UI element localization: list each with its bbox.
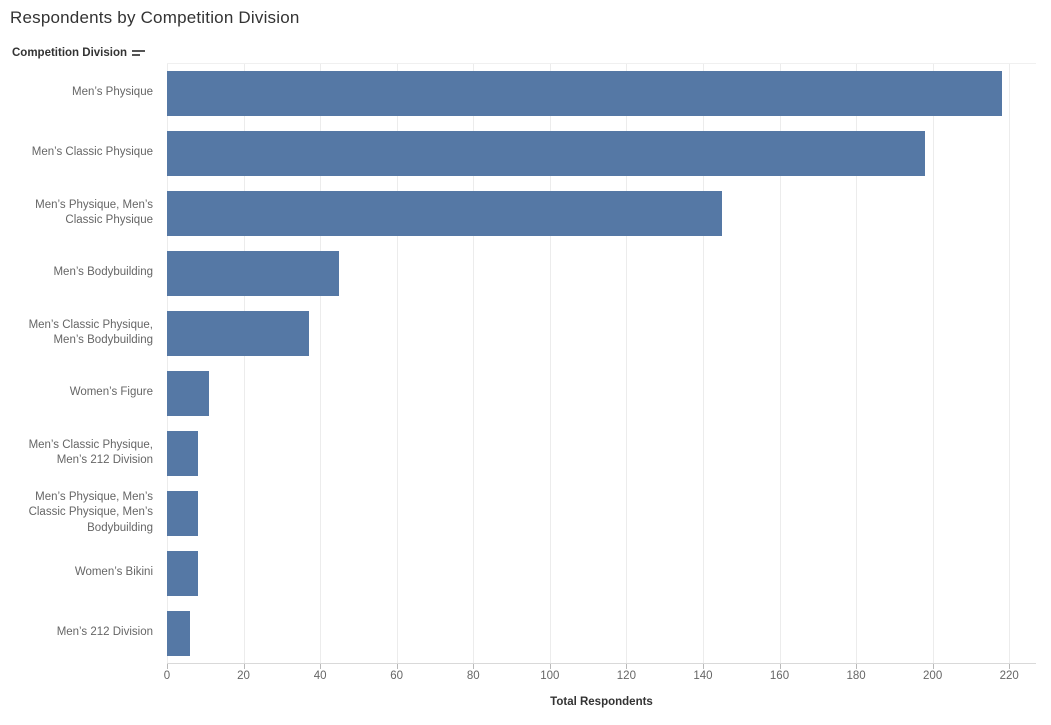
bar[interactable] <box>167 611 190 656</box>
category-label: Men’s Physique <box>72 86 153 99</box>
tick-label-220: 220 <box>999 670 1019 682</box>
bar[interactable] <box>167 131 925 176</box>
field-header-label: Competition Division <box>12 47 127 59</box>
category-label: Men’s Physique, Men’s Classic Physique <box>35 198 153 227</box>
gridline-180 <box>856 64 858 663</box>
tick-mark-0 <box>167 664 168 669</box>
plot-area <box>167 63 1036 663</box>
tick-label-20: 20 <box>237 670 250 682</box>
category-label: Men’s Physique, Men’s Classic Physique, … <box>28 490 153 534</box>
gridline-20 <box>243 64 245 663</box>
tick-mark-20 <box>243 664 245 669</box>
gridline-120 <box>626 64 628 663</box>
gridline-0 <box>167 64 168 663</box>
gridline-160 <box>779 64 781 663</box>
bar[interactable] <box>167 371 210 416</box>
tick-label-80: 80 <box>466 670 480 682</box>
category-label: Men’s Classic Physique, Men’s 212 Divisi… <box>28 438 153 467</box>
tick-label-100: 100 <box>540 670 560 682</box>
gridline-100 <box>549 64 551 663</box>
x-axis-title: Total Respondents <box>550 696 653 708</box>
tick-label-0: 0 <box>163 670 171 682</box>
field-header-competition-division[interactable]: Competition Division <box>12 47 146 59</box>
gridline-200 <box>932 64 934 663</box>
bar[interactable] <box>167 191 723 236</box>
bar[interactable] <box>167 251 340 296</box>
bar[interactable] <box>167 431 198 476</box>
category-label: Men’s 212 Division <box>56 626 153 639</box>
tick-mark-80 <box>473 664 475 669</box>
category-label: Women’s Bikini <box>74 566 153 579</box>
gridline-80 <box>473 64 475 663</box>
tick-mark-180 <box>856 664 858 669</box>
bar[interactable] <box>167 71 1002 116</box>
tick-label-180: 180 <box>846 670 866 682</box>
tick-label-160: 160 <box>769 670 790 682</box>
tick-label-200: 200 <box>923 670 943 682</box>
gridline-40 <box>320 64 322 663</box>
category-label: Men’s Bodybuilding <box>53 266 153 279</box>
tick-mark-40 <box>320 664 322 669</box>
gridline-140 <box>702 64 704 663</box>
tick-mark-100 <box>549 664 551 669</box>
gridline-220 <box>1009 64 1011 663</box>
tick-mark-160 <box>779 664 781 669</box>
bar[interactable] <box>167 551 198 596</box>
tick-mark-200 <box>932 664 934 669</box>
bar[interactable] <box>167 311 309 356</box>
category-label: Men’s Classic Physique, Men’s Bodybuildi… <box>28 318 153 347</box>
x-axis-line <box>167 663 1036 664</box>
tick-mark-220 <box>1009 664 1011 669</box>
tick-label-40: 40 <box>313 670 327 682</box>
category-label: Women’s Figure <box>69 386 153 399</box>
chart-title: Respondents by Competition Division <box>10 8 300 27</box>
tick-label-120: 120 <box>616 670 636 682</box>
tick-label-60: 60 <box>390 670 404 682</box>
bar[interactable] <box>167 491 198 536</box>
gridline-60 <box>396 64 398 663</box>
tick-label-140: 140 <box>693 670 713 682</box>
tick-mark-140 <box>702 664 704 669</box>
category-label: Men’s Classic Physique <box>31 146 153 159</box>
tick-mark-120 <box>626 664 628 669</box>
tick-mark-60 <box>396 664 398 669</box>
sort-descending-icon[interactable] <box>132 49 146 59</box>
